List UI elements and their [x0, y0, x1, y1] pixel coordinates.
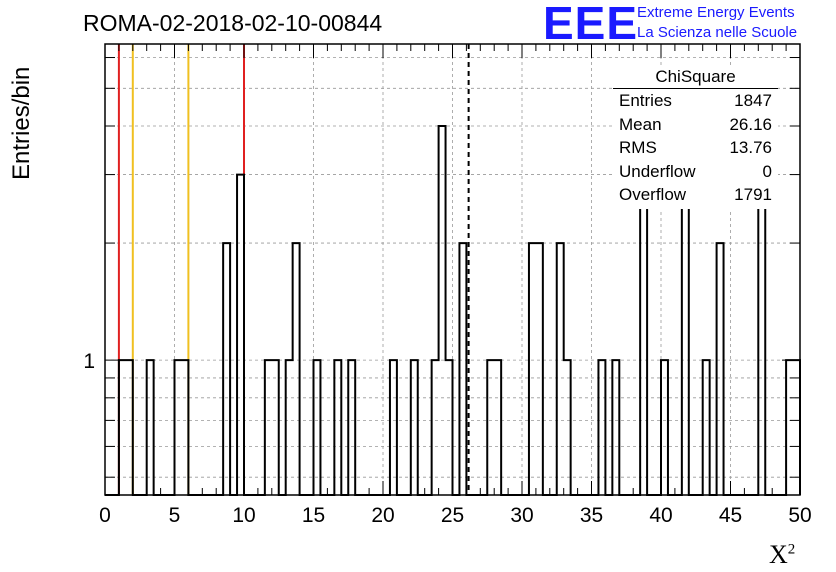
- grid-layer: [105, 44, 800, 495]
- x-tick-label: 20: [371, 504, 394, 527]
- histogram-bin: [640, 175, 647, 495]
- stats-value: 0: [762, 161, 772, 181]
- x-tick-label: 0: [99, 504, 111, 527]
- stats-box-title: ChiSquare: [613, 67, 778, 89]
- stats-row-entries: Entries 1847: [613, 91, 778, 115]
- eee-logo: EEE: [543, 0, 639, 49]
- histogram-bin: [529, 243, 536, 495]
- histogram-bin: [661, 360, 668, 495]
- histogram-bin: [286, 360, 293, 495]
- stats-label: Entries: [619, 91, 672, 110]
- x-tick-label: 45: [719, 504, 742, 527]
- histogram-bin: [536, 243, 543, 495]
- histogram-bin: [439, 126, 446, 495]
- stats-row-rms: RMS 13.76: [613, 138, 778, 162]
- y-tick-label: 1: [83, 350, 95, 373]
- histogram-bin: [432, 360, 439, 495]
- histogram-bin: [564, 360, 571, 495]
- stats-label: Underflow: [619, 161, 696, 181]
- histogram-bin: [237, 175, 244, 495]
- stats-row-underflow: Underflow 0: [613, 162, 778, 186]
- x-axis-label: X2: [769, 540, 795, 570]
- histogram-bin: [119, 360, 126, 495]
- stats-row-overflow: Overflow 1791: [613, 185, 778, 209]
- histogram-bin: [703, 360, 710, 495]
- tick-layer: [104, 44, 801, 495]
- logo-caption-line2: La Scienza nelle Scuole: [637, 24, 798, 41]
- histogram-bin: [175, 360, 182, 495]
- stats-value: 1791: [734, 185, 772, 204]
- histogram-bin: [786, 360, 793, 495]
- histogram-bin: [147, 360, 154, 495]
- x-tick-label: 40: [649, 504, 672, 527]
- x-tick-label: 5: [169, 504, 181, 527]
- x-axis-label-base: X: [769, 540, 788, 569]
- plot-title: ROMA-02-2018-02-10-00844: [83, 10, 383, 36]
- stats-label: Overflow: [619, 185, 687, 204]
- stats-row-mean: Mean 26.16: [613, 115, 778, 139]
- x-tick-label: 30: [510, 504, 533, 527]
- histogram-bin: [223, 243, 230, 495]
- x-axis-label-superscript: 2: [787, 541, 796, 558]
- histogram-bin: [334, 360, 341, 495]
- histogram-bin: [411, 360, 418, 495]
- histogram-bin: [793, 360, 800, 495]
- x-tick-label: 35: [580, 504, 603, 527]
- histogram-bin: [494, 360, 501, 495]
- histogram-bin: [390, 360, 397, 495]
- stats-label: RMS: [619, 138, 657, 157]
- histogram-bin: [612, 360, 619, 495]
- logo-caption-line1: Extreme Energy Events: [637, 4, 795, 21]
- histogram-bin: [459, 243, 466, 495]
- x-tick-label: 50: [788, 504, 811, 527]
- histogram-bin: [717, 243, 724, 495]
- histogram-bin: [265, 360, 272, 495]
- histogram-bin: [348, 360, 355, 495]
- stats-value: 1847: [734, 91, 772, 110]
- histogram-bin: [126, 360, 133, 495]
- histogram-bin: [314, 360, 321, 495]
- histogram-bin: [181, 360, 188, 495]
- tick-label-layer: 0 5 10 15 20 25 30 35 40 45 50 1: [83, 350, 811, 527]
- stats-box: ChiSquare Entries 1847 Mean 26.16 RMS 13…: [613, 67, 778, 209]
- histogram-bin: [598, 360, 605, 495]
- histogram-bin: [557, 243, 564, 495]
- x-tick-label: 25: [441, 504, 464, 527]
- x-tick-label: 15: [302, 504, 325, 527]
- histogram-bin: [487, 360, 494, 495]
- stats-label: Mean: [619, 114, 662, 134]
- stats-value: 26.16: [729, 114, 772, 134]
- stats-value: 13.76: [729, 138, 772, 157]
- histogram-bin: [446, 360, 453, 495]
- histogram-bin: [682, 175, 689, 495]
- histogram-bin: [272, 360, 279, 495]
- histogram-bin: [293, 243, 300, 495]
- x-tick-label: 10: [232, 504, 255, 527]
